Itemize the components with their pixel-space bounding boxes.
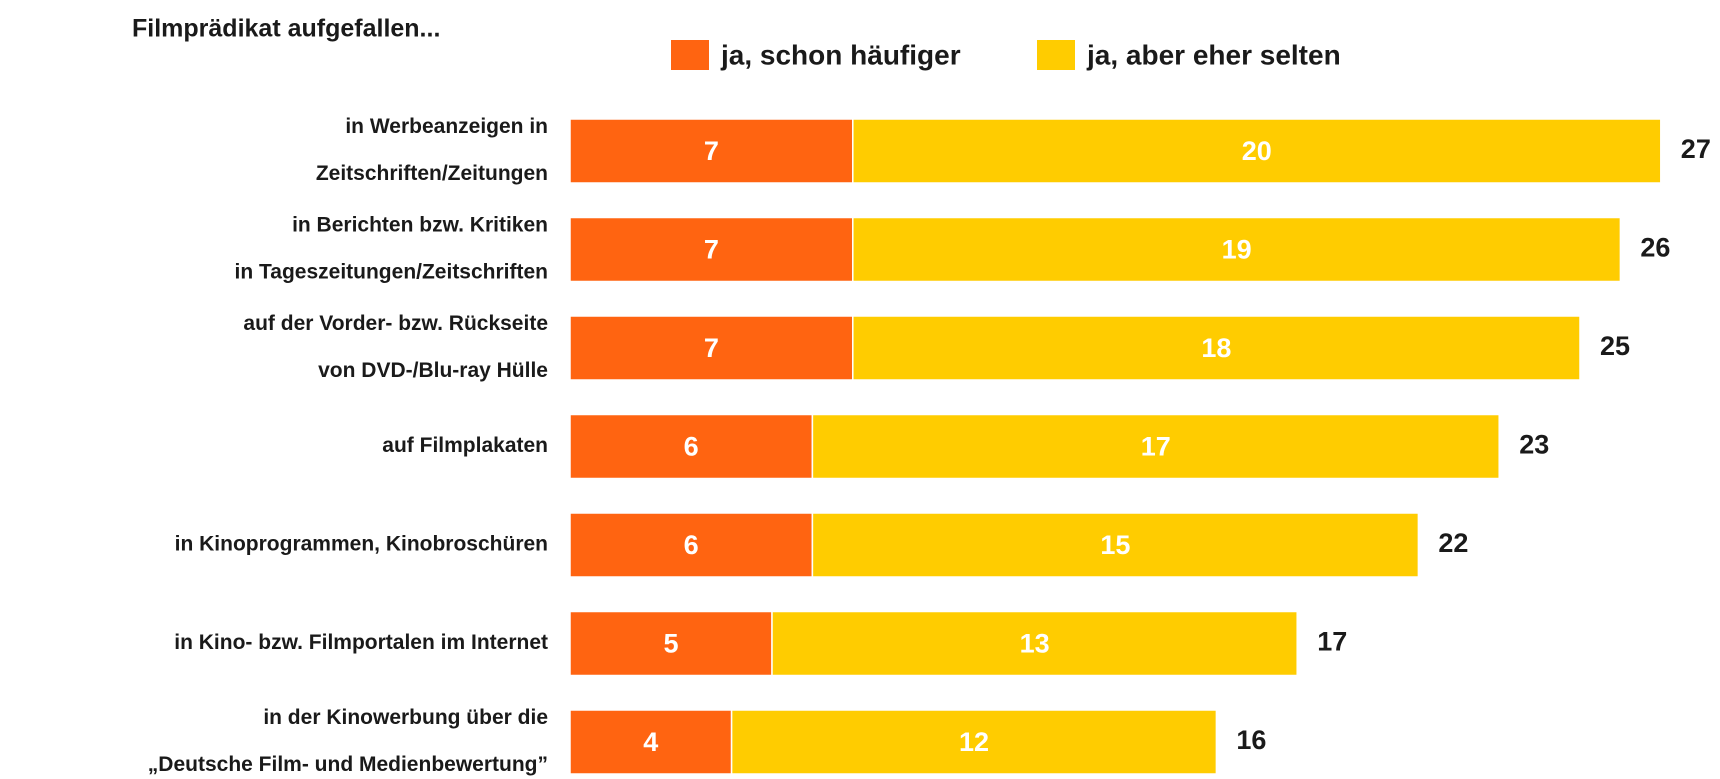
total-label: 17	[1317, 627, 1347, 657]
bar-segment	[811, 413, 1500, 480]
category-label: in Werbeanzeigen in	[345, 115, 548, 138]
category-label: in Tageszeitungen/Zeitschriften	[235, 261, 548, 284]
bar-segment	[730, 709, 1218, 775]
legend-swatch	[671, 40, 709, 70]
total-label: 27	[1681, 134, 1711, 164]
category-label: „Deutsche Film- und Medienbewertung”	[148, 753, 548, 776]
value-label: 4	[643, 727, 658, 757]
value-label: 15	[1100, 530, 1130, 560]
value-label: 17	[1141, 432, 1171, 462]
total-label: 16	[1236, 725, 1266, 755]
value-label: 6	[684, 432, 699, 462]
category-label: in Berichten bzw. Kritiken	[292, 214, 548, 237]
bar-segment	[569, 315, 854, 381]
value-label: 6	[684, 530, 699, 560]
category-label: in Kino- bzw. Filmportalen im Internet	[174, 631, 548, 654]
value-label: 19	[1222, 235, 1252, 265]
value-label: 7	[704, 235, 719, 265]
bar-segment	[771, 610, 1298, 677]
total-label: 22	[1438, 528, 1468, 558]
category-label: in Kinoprogrammen, Kinobroschüren	[175, 533, 548, 556]
category-label: auf der Vorder- bzw. Rückseite	[243, 312, 548, 335]
total-label: 26	[1640, 233, 1670, 263]
category-label: auf Filmplakaten	[382, 434, 548, 457]
bar-segment	[811, 512, 1420, 578]
legend-label: ja, aber eher selten	[1086, 39, 1341, 70]
total-label: 23	[1519, 430, 1549, 460]
value-label: 18	[1201, 333, 1231, 363]
bar-segment	[569, 216, 854, 283]
value-label: 7	[704, 136, 719, 166]
value-label: 12	[959, 727, 989, 757]
value-label: 7	[704, 333, 719, 363]
legend-swatch	[1037, 40, 1075, 70]
total-label: 25	[1600, 331, 1630, 361]
legend-label: ja, schon häufiger	[720, 39, 961, 70]
bar-segment	[569, 413, 814, 480]
bar-segment	[569, 512, 814, 578]
bar-segment	[569, 709, 733, 775]
bar-segment	[569, 118, 854, 184]
category-label: von DVD-/Blu-ray Hülle	[318, 359, 548, 382]
bar-segment	[852, 118, 1662, 184]
category-label: in der Kinowerbung über die	[263, 706, 548, 729]
bar-segment	[852, 315, 1581, 381]
value-label: 5	[663, 629, 678, 659]
bar-segment	[852, 216, 1622, 283]
chart-title: Filmprädikat aufgefallen...	[132, 15, 440, 43]
value-label: 13	[1020, 629, 1050, 659]
category-label: Zeitschriften/Zeitungen	[316, 162, 548, 185]
value-label: 20	[1242, 136, 1272, 166]
